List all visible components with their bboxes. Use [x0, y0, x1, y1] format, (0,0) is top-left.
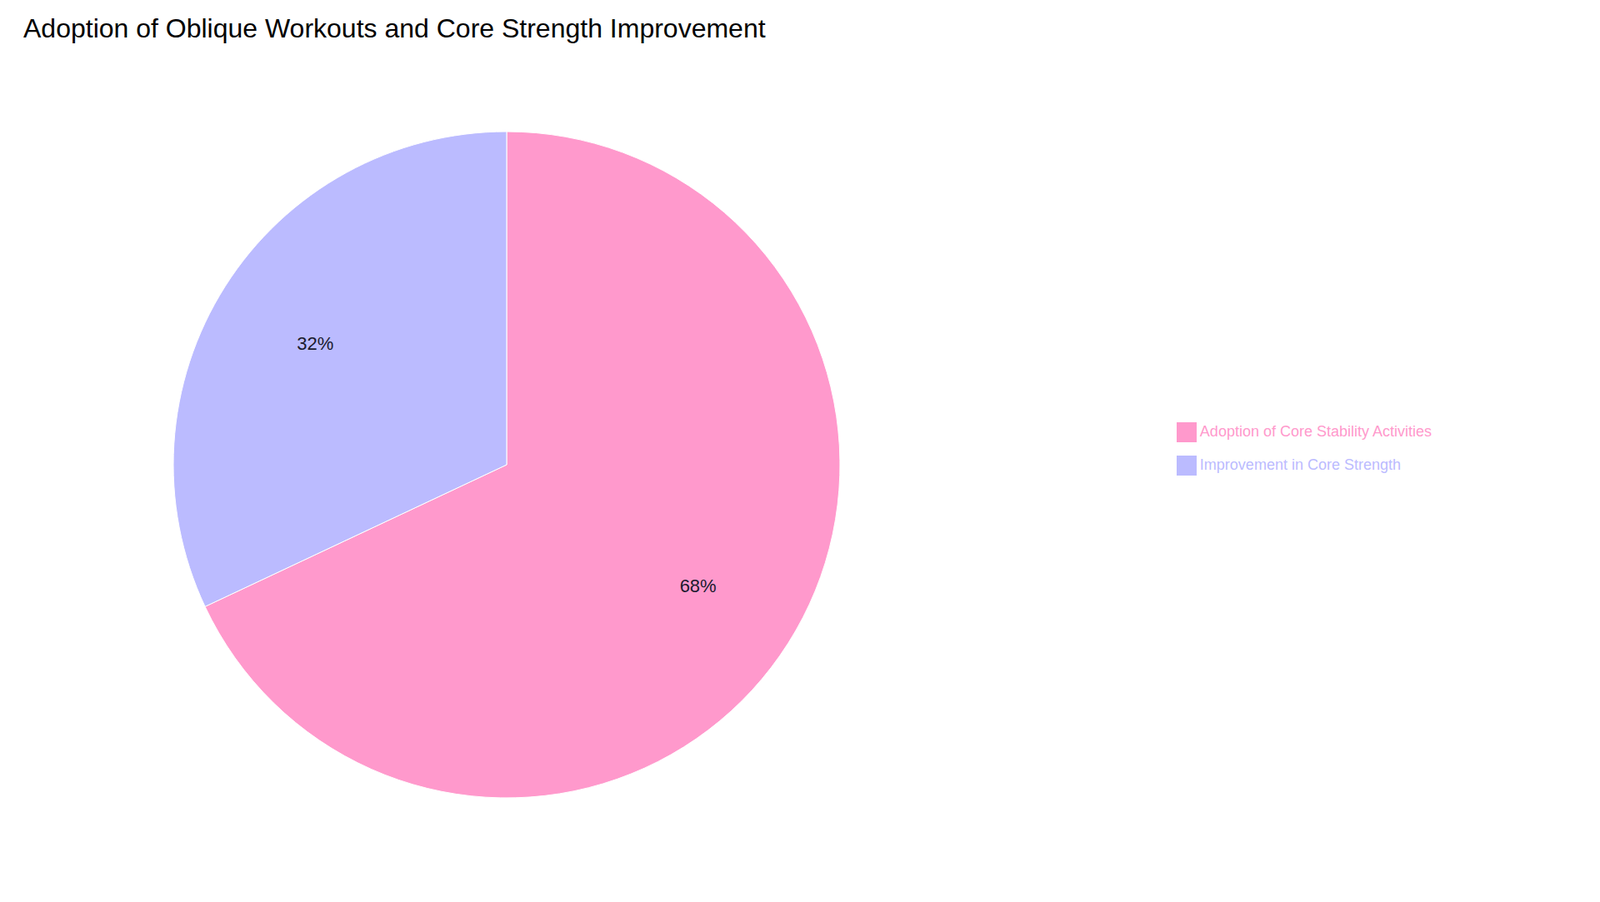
svg-text:32%: 32%	[296, 333, 334, 355]
svg-text:68%: 68%	[680, 575, 717, 597]
html-text:Adoption of Oblique Workouts a: Adoption of Oblique Workouts and Core St…	[23, 13, 766, 44]
html-text:Adoption of Core Stability Act: Adoption of Core Stability Activities	[1199, 423, 1432, 440]
html-text:Improvement in Core Strength: Improvement in Core Strength	[1199, 456, 1401, 474]
